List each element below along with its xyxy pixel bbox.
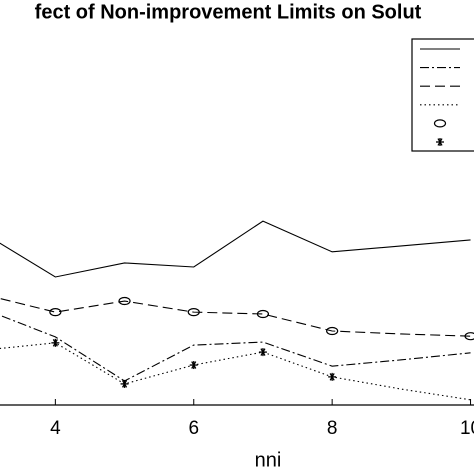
series-line	[0, 220, 471, 278]
x-tick-label: 10	[460, 418, 474, 439]
point-marker	[51, 338, 60, 347]
point-marker	[118, 296, 131, 306]
point-marker	[464, 332, 474, 341]
x-axis-label: nni	[255, 449, 282, 471]
point-marker	[189, 361, 198, 370]
point-marker	[326, 326, 339, 336]
legend-box	[411, 38, 474, 152]
point-marker	[328, 372, 337, 381]
legend	[411, 38, 474, 152]
x-tick-label: 8	[327, 418, 338, 439]
point-marker	[49, 308, 62, 317]
chart-title: fect of Non-improvement Limits on Solut	[35, 1, 422, 23]
series-line	[0, 297, 471, 337]
legend-swatch	[436, 138, 444, 146]
point-marker	[258, 348, 267, 357]
series-line	[0, 314, 471, 382]
point-marker	[187, 308, 200, 317]
point-marker	[256, 309, 270, 319]
x-tick-label: 4	[50, 418, 61, 439]
series-line	[0, 342, 471, 401]
legend-swatch	[433, 119, 447, 128]
x-tick-label: 6	[188, 418, 199, 439]
point-marker	[120, 379, 129, 388]
